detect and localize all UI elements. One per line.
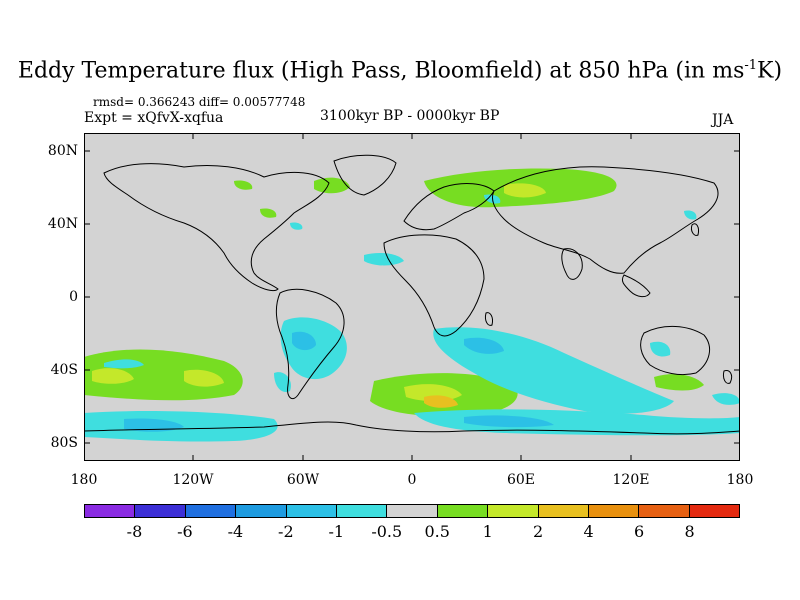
field-ne-america-green — [260, 208, 277, 218]
field-sahara-cyan — [364, 253, 404, 266]
field-antarctic-coast-sky — [464, 415, 554, 428]
period-label: 3100kyr BP - 0000kyr BP — [320, 108, 500, 124]
colorbar-box — [639, 505, 690, 517]
colorbar-box — [437, 505, 489, 517]
colorbar-label: 6 — [633, 522, 645, 541]
field-greenland-green — [314, 177, 350, 194]
field-eurasia-yellow — [504, 183, 546, 198]
lat-label-80n: 80N — [47, 143, 78, 159]
colorbar-box — [336, 505, 388, 517]
field-patagonia-cyan — [274, 372, 291, 393]
colorbar-box — [135, 505, 186, 517]
lon-label-120w: 120W — [172, 472, 214, 488]
colorbar-box — [85, 505, 136, 517]
colorbar-label: -6 — [177, 522, 193, 541]
colorbar-box — [185, 505, 237, 517]
colorbar-box — [588, 505, 640, 517]
field-pacific-north-cyan — [684, 210, 697, 220]
colorbar-box — [538, 505, 589, 517]
field-south-pacific-yellow-2 — [184, 369, 224, 387]
coast-asia — [491, 166, 719, 274]
field-south-indian-sky — [464, 337, 504, 354]
lon-label-120e: 120E — [612, 472, 650, 488]
rmsd-diff-text: rmsd= 0.366243 diff= 0.00577748 — [93, 95, 306, 109]
colorbar-label: 1 — [482, 522, 493, 541]
anomaly-fields — [84, 168, 740, 442]
lat-label-0: 0 — [69, 289, 78, 305]
field-north-america-green — [234, 180, 253, 190]
field-atlantic-cyan — [290, 222, 303, 230]
coast-japan — [691, 223, 699, 236]
coastlines — [84, 154, 740, 435]
lat-label-40n: 40N — [47, 216, 78, 232]
coast-south-america — [275, 288, 345, 400]
colorbar-box — [236, 505, 287, 517]
colorbar-label: 8 — [684, 522, 695, 541]
field-australia-cyan — [650, 341, 671, 357]
colorbar-label: -8 — [126, 522, 143, 541]
colorbar-label: -1 — [328, 522, 345, 541]
colorbar-box — [689, 505, 740, 517]
field-south-pacific-yellow-1 — [92, 368, 134, 384]
field-south-pacific-cyan — [104, 359, 144, 369]
colorbar-label: -0.5 — [371, 522, 403, 541]
colorbar-label: 2 — [533, 522, 544, 541]
field-south-america-sky — [292, 331, 316, 351]
lon-label-180-east: 180 — [726, 472, 754, 488]
colorbar-label: 4 — [583, 522, 594, 541]
lon-label-60w: 60W — [286, 472, 320, 488]
coast-india — [561, 248, 583, 280]
coast-australia — [640, 325, 711, 376]
field-south-atlantic-orange — [424, 395, 458, 408]
coast-new-zealand — [723, 370, 733, 384]
colorbar — [84, 504, 740, 518]
experiment-label: Expt = xQfvX-xqfua — [84, 110, 224, 126]
colorbar-label: -2 — [278, 522, 294, 541]
colorbar-label: 0.5 — [424, 522, 450, 541]
coast-greenland — [333, 154, 397, 196]
colorbar-box — [286, 505, 337, 517]
coast-se-asia — [621, 274, 651, 298]
lon-label-0: 0 — [407, 472, 417, 488]
coast-north-america — [103, 163, 330, 292]
coast-africa — [383, 234, 485, 337]
lon-label-180-west: 180 — [70, 472, 98, 488]
field-nz-cyan — [712, 393, 740, 405]
field-southern-band-sky-west — [124, 418, 184, 432]
colorbar-box — [488, 505, 539, 517]
season-label: JJA — [712, 112, 734, 128]
lat-label-40s: 40S — [50, 362, 78, 378]
lat-label-80s: 80S — [50, 435, 78, 451]
map-ticks — [84, 133, 740, 461]
colorbar-box — [387, 505, 438, 517]
coast-madagascar — [485, 312, 493, 326]
field-south-pacific-east-green — [654, 374, 704, 391]
colorbar-label: -4 — [227, 522, 244, 541]
figure-title: Eddy Temperature flux (High Pass, Bloomf… — [17, 58, 783, 84]
world-map — [84, 133, 740, 461]
lon-label-60e: 60E — [506, 472, 536, 488]
coast-antarctica — [84, 421, 740, 435]
coast-europe — [403, 183, 495, 231]
